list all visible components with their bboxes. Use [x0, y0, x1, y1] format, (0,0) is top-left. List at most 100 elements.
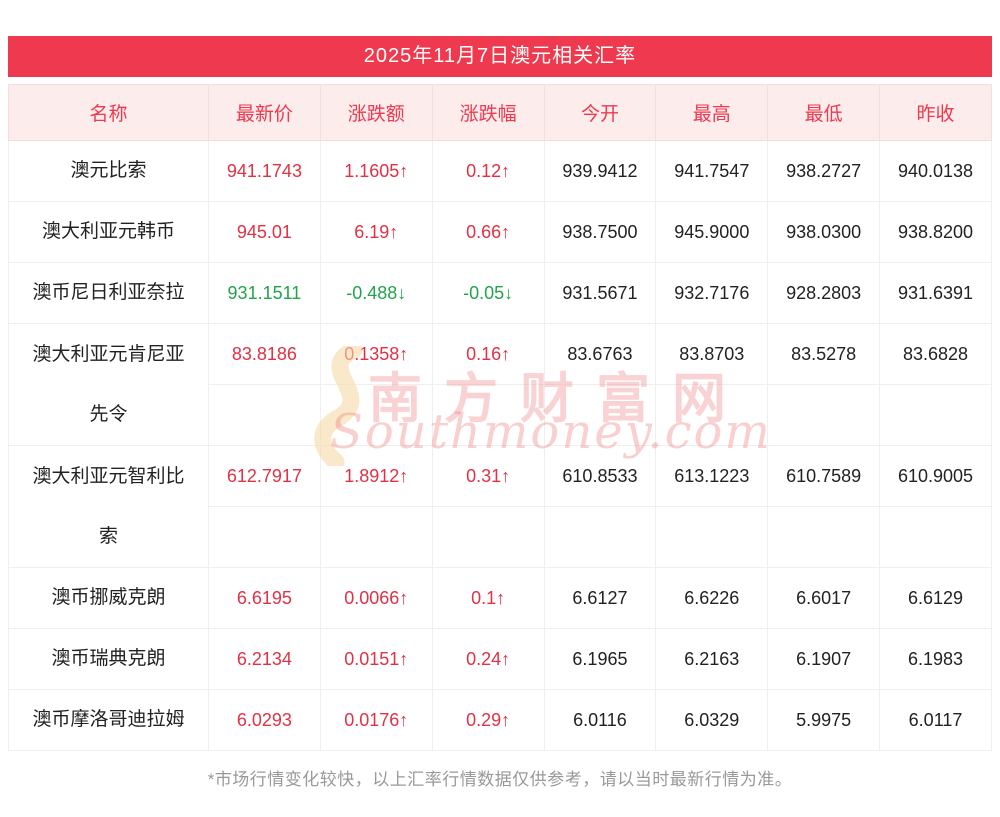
cell-change: 0.0151↑	[319, 628, 433, 690]
currency-name-line: 澳币尼日利亚奈拉	[32, 282, 185, 303]
currency-name-line: 澳大利亚元韩币	[41, 221, 175, 242]
currency-pair-name: 澳大利亚元韩币	[8, 201, 209, 263]
cell-low: 83.5278	[767, 323, 881, 385]
cell-prev: 938.8200	[879, 201, 992, 263]
column-header-change: 涨跌额	[319, 84, 433, 141]
cell-change: 0.0066↑	[319, 567, 433, 629]
currency-pair-name: 澳币尼日利亚奈拉	[8, 262, 209, 324]
cell-low: 938.2727	[767, 140, 881, 202]
cell-pct: 0.29↑	[431, 689, 545, 751]
cell-prev: 6.0117	[879, 689, 992, 751]
cell-change: -0.488↓	[319, 262, 433, 324]
content: 2025年11月7日澳元相关汇率 名称 最新价 涨跌额 涨跌幅 今开 最高 最低…	[0, 36, 1000, 790]
currency-pair-name: 澳币瑞典克朗	[8, 628, 209, 690]
cell-pct: 0.1↑	[431, 567, 545, 629]
currency-name-line: 索	[98, 525, 118, 547]
cell-prev: 940.0138	[879, 140, 992, 202]
cell-empty	[431, 506, 545, 568]
cell-low: 6.6017	[767, 567, 881, 629]
currency-pair-name: 澳大利亚元肯尼亚 先令	[8, 323, 209, 446]
cell-empty	[655, 506, 769, 568]
currency-pair-name: 澳币挪威克朗	[8, 567, 209, 629]
table-row: 澳大利亚元韩币 945.01 6.19↑ 0.66↑ 938.7500 945.9000 9…	[8, 201, 992, 263]
column-header-open: 今开	[543, 84, 657, 141]
cell-low: 938.0300	[767, 201, 881, 263]
table-row: 澳大利亚元智利比索 612.7917 1.8912↑ 0.31↑ 610.8533 613…	[8, 445, 992, 568]
cell-change: 1.8912↑	[319, 445, 433, 507]
column-header-latest: 最新价	[208, 84, 321, 141]
currency-pair-name: 澳币摩洛哥迪拉姆	[8, 689, 209, 751]
cell-open: 6.6127	[543, 567, 657, 629]
currency-name-line: 澳币瑞典克朗	[51, 648, 166, 669]
column-header-prev: 昨收	[879, 84, 992, 141]
cell-latest: 945.01	[208, 201, 321, 263]
currency-pair-name: 澳大利亚元智利比索	[8, 445, 209, 568]
currency-name-line: 澳大利亚元肯尼亚	[32, 343, 185, 365]
rates-table-header: 名称 最新价 涨跌额 涨跌幅 今开 最高 最低 昨收	[8, 84, 992, 141]
cell-open: 6.1965	[543, 628, 657, 690]
cell-empty	[319, 384, 433, 446]
cell-empty	[208, 506, 321, 568]
cell-open: 939.9412	[543, 140, 657, 202]
cell-empty	[543, 384, 657, 446]
cell-low: 928.2803	[767, 262, 881, 324]
currency-name-line: 澳元比索	[70, 160, 147, 181]
cell-change: 1.1605↑	[319, 140, 433, 202]
cell-latest: 6.2134	[208, 628, 321, 690]
cell-high: 83.8703	[655, 323, 769, 385]
cell-prev: 6.6129	[879, 567, 992, 629]
cell-empty	[208, 384, 321, 446]
cell-empty	[319, 506, 433, 568]
cell-open: 83.6763	[543, 323, 657, 385]
cell-empty	[655, 384, 769, 446]
cell-open: 931.5671	[543, 262, 657, 324]
cell-latest: 83.8186	[208, 323, 321, 385]
column-header-name: 名称	[8, 84, 209, 141]
cell-pct: 0.24↑	[431, 628, 545, 690]
cell-high: 932.7176	[655, 262, 769, 324]
cell-high: 945.9000	[655, 201, 769, 263]
cell-low: 6.1907	[767, 628, 881, 690]
cell-high: 6.0329	[655, 689, 769, 751]
table-row: 澳币挪威克朗 6.6195 0.0066↑ 0.1↑ 6.6127 6.6226 6.601…	[8, 567, 992, 629]
cell-low: 610.7589	[767, 445, 881, 507]
cell-pct: 0.66↑	[431, 201, 545, 263]
cell-empty	[879, 506, 992, 568]
cell-prev: 931.6391	[879, 262, 992, 324]
page-title: 2025年11月7日澳元相关汇率	[8, 36, 992, 77]
rates-table: 名称 最新价 涨跌额 涨跌幅 今开 最高 最低 昨收 澳元比索 941.1743 1…	[8, 84, 992, 751]
rates-table-body: 澳元比索 941.1743 1.1605↑ 0.12↑ 939.9412 941.7547…	[8, 140, 992, 751]
cell-latest: 612.7917	[208, 445, 321, 507]
header-row: 名称 最新价 涨跌额 涨跌幅 今开 最高 最低 昨收	[8, 84, 992, 141]
cell-empty	[879, 384, 992, 446]
cell-pct: 0.16↑	[431, 323, 545, 385]
cell-change: 6.19↑	[319, 201, 433, 263]
cell-empty	[767, 384, 881, 446]
currency-name-line: 澳大利亚元智利比	[32, 465, 185, 487]
disclaimer-note: *市场行情变化较快，以上汇率行情数据仅供参考，请以当时最新行情为准。	[207, 770, 793, 789]
cell-prev: 610.9005	[879, 445, 992, 507]
column-header-high: 最高	[655, 84, 769, 141]
cell-latest: 6.0293	[208, 689, 321, 751]
table-row: 澳大利亚元肯尼亚 先令 83.8186 0.1358↑ 0.16↑ 83.6763 83.8…	[8, 323, 992, 446]
cell-empty	[431, 384, 545, 446]
currency-name-line: 澳币摩洛哥迪拉姆	[32, 709, 185, 730]
table-row: 澳币尼日利亚奈拉 931.1511 -0.488↓ -0.05↓ 931.5671 932…	[8, 262, 992, 324]
cell-change: 0.1358↑	[319, 323, 433, 385]
currency-name-line: 澳币挪威克朗	[51, 587, 166, 608]
cell-change: 0.0176↑	[319, 689, 433, 751]
cell-open: 938.7500	[543, 201, 657, 263]
cell-high: 613.1223	[655, 445, 769, 507]
cell-latest: 941.1743	[208, 140, 321, 202]
currency-name-line: 先令	[89, 403, 128, 425]
cell-pct: 0.12↑	[431, 140, 545, 202]
table-row: 澳币摩洛哥迪拉姆 6.0293 0.0176↑ 0.29↑ 6.0116 6.0329 5.…	[8, 689, 992, 751]
cell-open: 6.0116	[543, 689, 657, 751]
cell-low: 5.9975	[767, 689, 881, 751]
cell-high: 6.6226	[655, 567, 769, 629]
cell-pct: -0.05↓	[431, 262, 545, 324]
cell-open: 610.8533	[543, 445, 657, 507]
column-header-low: 最低	[767, 84, 881, 141]
cell-high: 6.2163	[655, 628, 769, 690]
